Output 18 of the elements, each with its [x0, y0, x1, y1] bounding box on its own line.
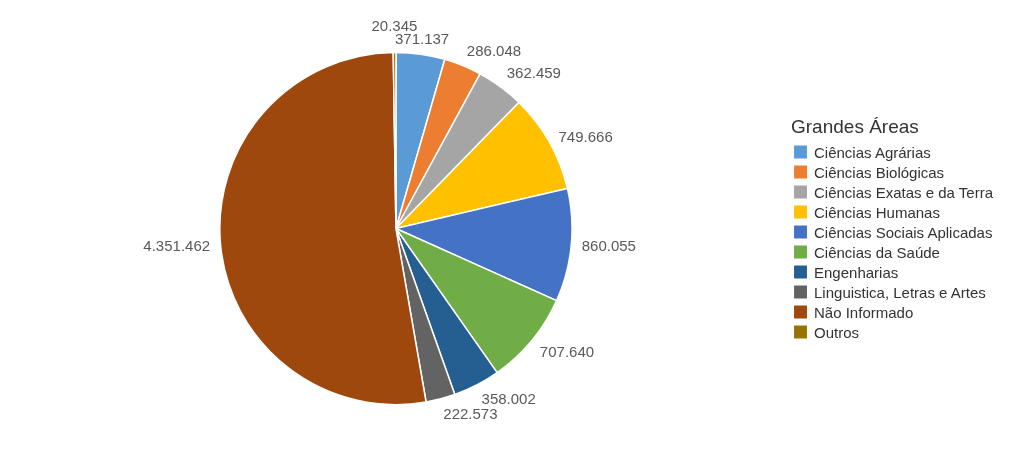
- legend-title: Grandes Áreas: [791, 115, 920, 138]
- legend-label: Ciências Agrárias: [814, 142, 931, 161]
- legend-label: Ciências Biológicas: [814, 162, 945, 181]
- data-label: 286.048: [466, 41, 522, 59]
- data-label: 362.459: [506, 64, 561, 82]
- data-label: 707.640: [539, 343, 595, 361]
- data-label: 749.666: [558, 127, 613, 145]
- legend-label: Não Informado: [814, 302, 914, 321]
- legend-label: Engenharias: [814, 262, 899, 281]
- data-label: 860.055: [581, 237, 636, 255]
- legend-label: Ciências da Saúde: [814, 242, 940, 261]
- legend-label: Ciências Exatas e da Terra: [814, 182, 993, 201]
- data-label: 20.345: [371, 17, 418, 35]
- legend-label: Ciências Sociais Aplicadas: [814, 222, 993, 241]
- data-label: 4.351.462: [143, 236, 211, 254]
- legend-label: Ciências Humanas: [814, 202, 940, 221]
- legend-label: Outros: [814, 322, 860, 341]
- legend-label: Linguistica, Letras e Artes: [814, 282, 986, 301]
